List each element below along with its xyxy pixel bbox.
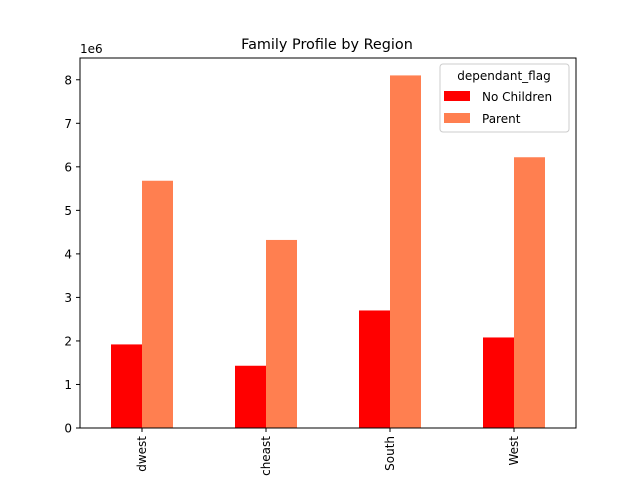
y-tick-label: 6 xyxy=(64,160,72,174)
x-tick-label: dwest xyxy=(135,436,149,472)
bar-no-children-south xyxy=(359,310,390,428)
bars-layer xyxy=(111,75,545,428)
legend-swatch-no-children xyxy=(444,91,470,101)
bar-no-children-dwest xyxy=(111,344,142,428)
x-tick-label: West xyxy=(507,436,521,466)
bar-no-children-west xyxy=(483,337,514,428)
y-tick-label: 3 xyxy=(64,291,72,305)
y-tick-label: 1 xyxy=(64,378,72,392)
legend-box xyxy=(439,63,570,133)
y-axis: 0 1 2 3 4 5 6 7 8 xyxy=(64,73,80,436)
y-tick-label: 7 xyxy=(64,117,72,131)
chart-title: Family Profile by Region xyxy=(241,37,413,53)
bar-parent-west xyxy=(514,157,545,428)
y-tick-label: 5 xyxy=(64,204,72,218)
y-tick-label: 2 xyxy=(64,334,72,348)
legend-label-parent: Parent xyxy=(482,112,521,126)
y-tick-label: 0 xyxy=(64,422,72,436)
x-tick-label: South xyxy=(383,436,397,471)
bar-parent-cheast xyxy=(266,239,297,428)
x-axis: dwest cheast South West xyxy=(135,428,521,476)
y-tick-label: 4 xyxy=(64,247,72,261)
bar-no-children-cheast xyxy=(235,365,266,428)
legend-label-no-children: No Children xyxy=(482,90,552,104)
y-scale-label: 1e6 xyxy=(80,42,103,56)
legend-swatch-parent xyxy=(444,113,470,123)
bar-parent-south xyxy=(390,75,421,428)
legend-title: dependant_flag xyxy=(457,69,550,83)
bar-parent-dwest xyxy=(142,180,173,428)
legend: dependant_flag No Children Parent xyxy=(439,63,570,133)
plot-frame xyxy=(79,57,577,429)
x-tick-label: cheast xyxy=(259,436,273,476)
y-tick-label: 8 xyxy=(64,73,72,87)
